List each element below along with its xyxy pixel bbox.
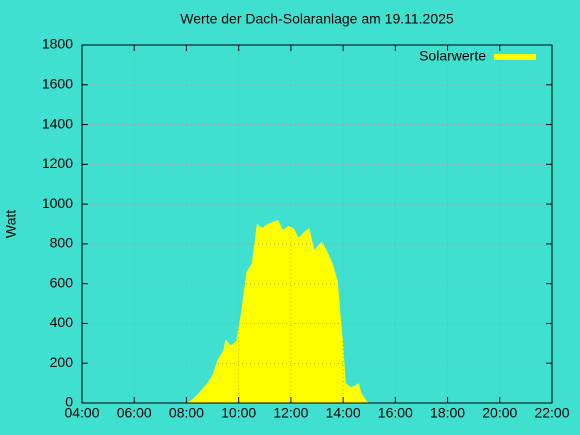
- y-tick-label: 800: [50, 235, 74, 251]
- chart-title: Werte der Dach-Solaranlage am 19.11.2025: [180, 11, 454, 27]
- y-tick-label: 1400: [42, 115, 73, 131]
- y-tick-label: 1200: [42, 155, 73, 171]
- x-tick-label: 10:00: [221, 405, 256, 421]
- x-tick-label: 20:00: [482, 405, 517, 421]
- y-tick-label: 600: [50, 274, 74, 290]
- legend-label: Solarwerte: [419, 48, 486, 64]
- x-tick-label: 16:00: [378, 405, 413, 421]
- y-tick-label: 200: [50, 354, 74, 370]
- y-tick-label: 1600: [42, 75, 73, 91]
- legend-swatch: [494, 54, 536, 60]
- x-tick-label: 14:00: [326, 405, 361, 421]
- plot-frame: [81, 44, 553, 404]
- x-tick-label: 04:00: [64, 405, 99, 421]
- x-tick-label: 18:00: [430, 405, 465, 421]
- x-tick-label: 22:00: [534, 405, 569, 421]
- x-tick-label: 08:00: [169, 405, 204, 421]
- x-tick-label: 12:00: [273, 405, 308, 421]
- y-tick-label: 0: [65, 394, 73, 410]
- y-tick-label: 1800: [42, 36, 73, 52]
- y-tick-label: 1000: [42, 195, 73, 211]
- y-axis-label: Watt: [3, 210, 19, 238]
- area: [186, 220, 370, 403]
- x-tick-label: 06:00: [117, 405, 152, 421]
- y-tick-label: 400: [50, 314, 74, 330]
